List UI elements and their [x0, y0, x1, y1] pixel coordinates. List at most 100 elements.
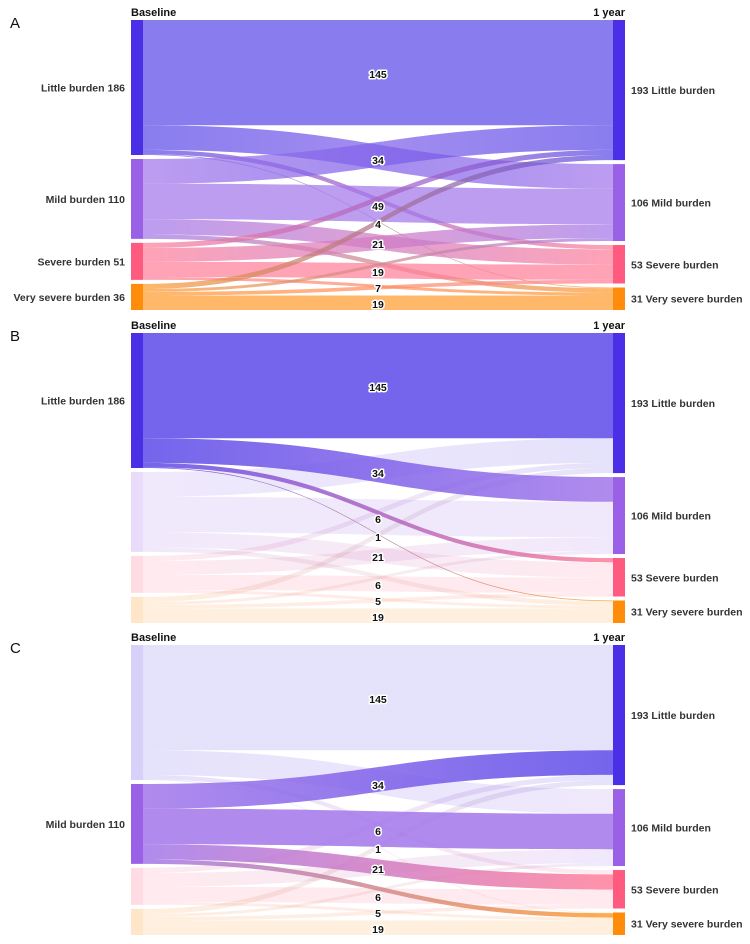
- panel-letter: B: [10, 328, 20, 345]
- flow-value-label: 145: [369, 69, 387, 81]
- right-node-severe: [613, 870, 625, 909]
- left-node-label-little: Little burden 186: [41, 83, 125, 95]
- flow-value-label: 5: [375, 908, 381, 920]
- flow-value-label: 145: [369, 694, 387, 706]
- flow-value-label: 21: [372, 239, 384, 251]
- right-node-label-vsevere: 31 Very severe burden: [631, 919, 743, 931]
- right-node-severe: [613, 245, 625, 284]
- right-node-mild: [613, 789, 625, 867]
- left-node-label-mild: Mild burden 110: [46, 819, 126, 831]
- flows: [143, 333, 613, 623]
- flow-value-label: 6: [375, 580, 381, 592]
- left-node-label-mild: Mild burden 110: [46, 194, 126, 206]
- flow-vsevere-to-vsevere: [143, 295, 613, 310]
- left-node-vsevere: [131, 596, 143, 623]
- right-node-label-severe: 53 Severe burden: [631, 884, 719, 896]
- right-node-little: [613, 333, 625, 474]
- right-node-severe: [613, 558, 625, 597]
- flow-value-label: 6: [375, 826, 381, 838]
- flow-value-label: 19: [372, 267, 384, 279]
- flow-little-to-severe: [143, 462, 613, 563]
- flow-value-label: 34: [372, 780, 384, 792]
- flow-little-to-mild: [143, 438, 613, 502]
- flow-vsevere-to-vsevere: [143, 608, 613, 623]
- flow-value-label: 4: [375, 219, 381, 231]
- flow-mild-to-mild: [143, 183, 613, 225]
- flow-vsevere-to-little: [143, 155, 613, 289]
- flow-vsevere-to-mild: [143, 238, 613, 292]
- right-node-little: [613, 20, 625, 161]
- flow-vsevere-to-little: [143, 780, 613, 914]
- baseline-title: Baseline: [131, 320, 176, 332]
- flow-value-label: 21: [372, 552, 384, 564]
- right-node-label-vsevere: 31 Very severe burden: [631, 607, 743, 619]
- flow-mild-to-vsevere: [143, 859, 613, 918]
- right-node-label-little: 193 Little burden: [631, 710, 715, 722]
- right-node-label-little: 193 Little burden: [631, 398, 715, 410]
- left-node-mild: [131, 159, 143, 239]
- right-node-label-little: 193 Little burden: [631, 85, 715, 97]
- flow-severe-to-little: [143, 149, 613, 248]
- left-node-vsevere: [131, 283, 143, 310]
- flow-mild-to-mild: [143, 496, 613, 538]
- flow-value-label: 145: [369, 382, 387, 394]
- right-node-little: [613, 645, 625, 786]
- flow-value-label: 19: [372, 612, 384, 624]
- right-node-mild: [613, 164, 625, 242]
- panel-letter: A: [10, 15, 20, 32]
- right-node-label-mild: 106 Mild burden: [631, 511, 711, 523]
- flow-mild-to-little: [143, 750, 613, 809]
- flow-value-label: 6: [375, 892, 381, 904]
- flow-value-label: 7: [375, 283, 381, 295]
- panel-c: C Baseline 1 year Mild burden 110 193 Little…: [10, 632, 743, 937]
- one-year-title: 1 year: [593, 7, 626, 19]
- left-node-label-vsevere: Very severe burden 36: [14, 292, 126, 304]
- one-year-title: 1 year: [593, 320, 626, 332]
- right-node-label-vsevere: 31 Very severe burden: [631, 294, 743, 306]
- flow-little-to-little: [143, 333, 613, 439]
- flow-vsevere-to-severe: [143, 279, 613, 296]
- flow-value-label: 34: [372, 468, 384, 480]
- flow-value-label: 19: [372, 299, 384, 311]
- panel-a: A Baseline 1 year Little burden 186 Mild bur…: [10, 7, 743, 312]
- flows: [143, 20, 613, 310]
- flow-severe-to-mild: [143, 224, 613, 262]
- one-year-title: 1 year: [593, 632, 626, 644]
- flow-value-label: 6: [375, 514, 381, 526]
- flow-value-label: 19: [372, 924, 384, 936]
- flow-mild-to-mild: [143, 808, 613, 850]
- flow-little-to-little: [143, 20, 613, 126]
- baseline-title: Baseline: [131, 632, 176, 644]
- flow-severe-to-mild: [143, 537, 613, 575]
- flow-vsevere-to-vsevere: [143, 920, 613, 935]
- left-node-little: [131, 333, 143, 469]
- flow-value-label: 21: [372, 864, 384, 876]
- left-node-label-severe: Severe burden 51: [37, 256, 125, 268]
- left-node-little: [131, 645, 143, 781]
- right-node-vsevere: [613, 912, 625, 935]
- right-node-vsevere: [613, 287, 625, 310]
- flow-value-label: 34: [372, 155, 384, 167]
- left-node-vsevere: [131, 908, 143, 935]
- panel-letter: C: [10, 640, 21, 657]
- flows: [143, 645, 613, 935]
- flow-little-to-little: [143, 645, 613, 751]
- right-node-vsevere: [613, 600, 625, 623]
- flow-value-label: 1: [375, 532, 381, 544]
- flow-severe-to-severe: [143, 886, 613, 905]
- left-node-mild: [131, 784, 143, 864]
- left-node-mild: [131, 472, 143, 552]
- flow-severe-to-severe: [143, 574, 613, 593]
- flow-value-label: 49: [372, 201, 384, 213]
- panel-b: B Baseline 1 year Little burden 186 193 Litt…: [10, 320, 743, 625]
- left-node-severe: [131, 867, 143, 905]
- left-node-severe: [131, 555, 143, 593]
- flow-mild-to-severe: [143, 844, 613, 890]
- flow-mild-to-little: [143, 125, 613, 184]
- flow-vsevere-to-mild: [143, 551, 613, 605]
- right-node-label-mild: 106 Mild burden: [631, 823, 711, 835]
- baseline-title: Baseline: [131, 7, 176, 19]
- right-node-label-severe: 53 Severe burden: [631, 572, 719, 584]
- right-node-mild: [613, 477, 625, 555]
